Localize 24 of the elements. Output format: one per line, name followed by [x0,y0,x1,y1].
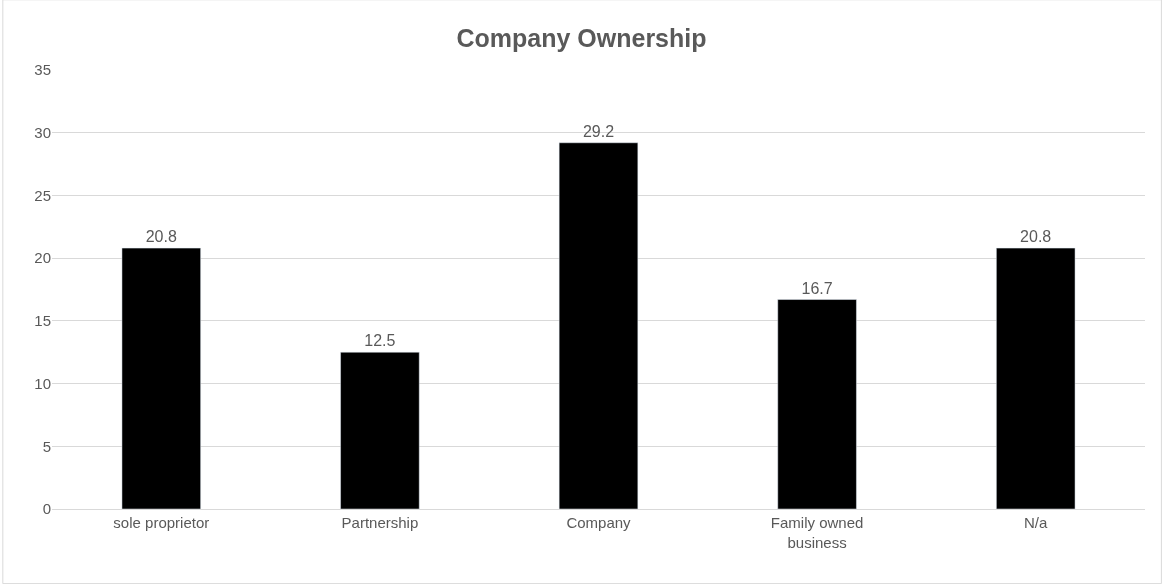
x-tick-label: Family owned business [770,514,864,551]
bar [558,142,639,509]
bar [777,299,857,509]
y-tick-label: 25 [34,186,51,204]
data-label: 29.2 [582,122,615,140]
chart-title: Company Ownership [456,23,707,52]
y-tick-label: 20 [34,249,51,267]
bar [121,247,201,509]
y-tick-label: 0 [42,500,51,518]
x-tick-label: sole proprietor [113,514,210,531]
data-label: 16.7 [801,279,833,297]
y-tick-label: 5 [42,437,51,455]
y-tick-label: 30 [34,123,51,141]
bar [340,351,420,509]
x-tick-label: Partnership [341,514,419,531]
x-tick-label: Company [566,514,632,531]
y-tick-label: 35 [34,61,51,79]
data-label: 20.8 [1020,228,1052,246]
x-tick-label: N/a [1024,514,1049,531]
data-label: 20.8 [145,228,177,246]
y-tick-label: 10 [34,374,51,392]
data-label: 12.5 [364,332,396,350]
y-tick-label: 15 [34,312,51,330]
bar [996,247,1076,509]
